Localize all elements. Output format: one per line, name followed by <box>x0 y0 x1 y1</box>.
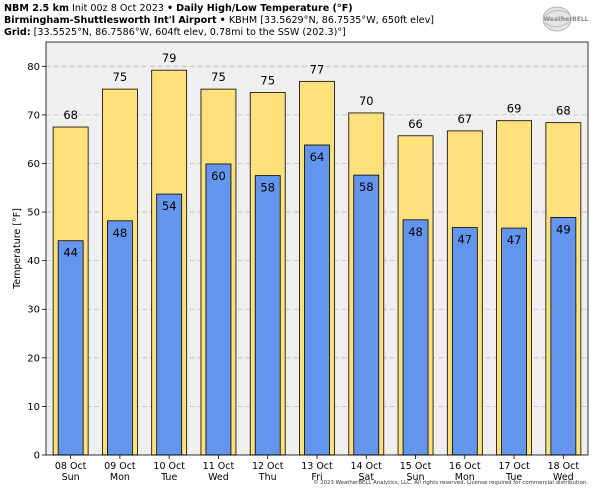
high-temp-label: 66 <box>408 117 423 131</box>
low-temp-bar <box>57 240 84 456</box>
low-temp-label: 49 <box>556 222 571 236</box>
x-tick-label-date: 14 Oct <box>350 461 382 472</box>
x-tick-label-date: 08 Oct <box>55 461 87 472</box>
low-temp-label: 44 <box>63 246 78 260</box>
y-tick-label: 0 <box>34 451 40 462</box>
low-temp-label: 47 <box>457 233 472 247</box>
y-tick-label: 40 <box>27 256 40 267</box>
logo-text: WeatherBELL <box>543 16 588 23</box>
x-tick-label-date: 16 Oct <box>449 461 481 472</box>
header-line-station: Birmingham-Shuttlesworth Int'l Airport •… <box>4 15 434 27</box>
x-tick-label-date: 10 Oct <box>153 461 185 472</box>
header-line-grid: Grid: [33.5525°N, 86.7586°W, 604ft elev,… <box>4 27 346 38</box>
y-tick-label: 10 <box>27 402 40 413</box>
low-temp-bar <box>550 217 577 456</box>
x-tick-label-date: 18 Oct <box>548 461 580 472</box>
x-tick-label-day: Sat <box>358 472 374 483</box>
x-tick-label-day: Mon <box>455 472 475 483</box>
x-tick-label-date: 17 Oct <box>498 461 530 472</box>
low-temp-label: 64 <box>310 150 325 164</box>
high-temp-label: 75 <box>211 70 226 84</box>
low-temp-bar <box>451 227 478 456</box>
low-temp-label: 48 <box>113 226 128 240</box>
model-name: NBM 2.5 km <box>4 3 69 14</box>
high-temp-label: 69 <box>507 102 522 116</box>
y-tick-label: 70 <box>27 110 40 121</box>
low-temp-bar <box>353 174 380 456</box>
y-tick-label: 30 <box>27 305 40 316</box>
grid-label: Grid <box>4 27 27 38</box>
station-name: Birmingham-Shuttlesworth Int'l Airport <box>4 15 217 26</box>
grid-info: [33.5525°N, 86.7586°W, 604ft elev, 0.78m… <box>33 27 346 38</box>
high-temp-label: 77 <box>310 62 325 76</box>
bullet-separator: • <box>219 15 226 26</box>
station-info: KBHM [33.5629°N, 86.7535°W, 650ft elev] <box>228 15 435 26</box>
low-temp-bar <box>254 175 281 456</box>
low-temp-bar <box>156 193 183 456</box>
y-tick-label: 20 <box>27 353 40 364</box>
bullet-separator: • <box>166 3 174 14</box>
x-tick-label-day: Thu <box>258 472 277 483</box>
y-tick-label: 80 <box>27 62 40 73</box>
x-tick-label-day: Wed <box>208 472 229 483</box>
high-temp-label: 79 <box>162 51 177 65</box>
low-temp-label: 60 <box>211 169 226 183</box>
high-temp-label: 70 <box>359 94 374 108</box>
x-tick-label-day: Tue <box>160 472 177 483</box>
x-tick-label-day: Mon <box>110 472 130 483</box>
low-temp-bar <box>107 220 133 456</box>
high-temp-label: 75 <box>113 70 128 84</box>
x-tick-label-day: Sun <box>407 472 425 483</box>
x-tick-label-date: 15 Oct <box>400 461 432 472</box>
x-tick-label-day: Tue <box>505 472 522 483</box>
low-temp-bar <box>304 144 330 456</box>
low-temp-label: 54 <box>162 199 177 213</box>
high-temp-label: 67 <box>457 112 472 126</box>
y-axis-label: Temperature [°F] <box>12 208 23 290</box>
high-temp-label: 75 <box>260 74 275 88</box>
low-temp-label: 47 <box>507 233 522 247</box>
low-temp-label: 48 <box>408 225 423 239</box>
high-temp-label: 68 <box>556 104 571 118</box>
bars-layer <box>52 69 582 456</box>
y-tick-label: 50 <box>27 208 40 219</box>
low-temp-bar <box>402 219 429 456</box>
header-line-model: NBM 2.5 km Init 00z 8 Oct 2023 • Daily H… <box>4 3 353 15</box>
low-temp-label: 58 <box>260 181 275 195</box>
x-tick-label-date: 12 Oct <box>252 461 284 472</box>
weatherbell-logo: WeatherBELL <box>542 6 589 32</box>
x-tick-label-date: 09 Oct <box>104 461 136 472</box>
low-temp-bar <box>205 163 232 456</box>
copyright-notice: © 2023 WeatherBELL Analytics, LLC. All r… <box>313 480 588 486</box>
low-temp-label: 58 <box>359 180 374 194</box>
high-temp-label: 68 <box>63 108 78 122</box>
x-tick-label-day: Fri <box>311 472 322 483</box>
low-temp-bar <box>501 227 527 456</box>
x-tick-label-date: 13 Oct <box>301 461 333 472</box>
product-title: Daily High/Low Temperature (°F) <box>176 3 353 14</box>
x-tick-label-date: 11 Oct <box>203 461 235 472</box>
x-tick-label-day: Sun <box>62 472 80 483</box>
init-time: Init 00z 8 Oct 2023 <box>72 3 164 14</box>
value-labels: 68 44 75 48 79 54 75 60 75 58 77 64 70 58 66 48 67 47 69 47… <box>63 51 570 260</box>
x-tick-label-day: Wed <box>553 472 574 483</box>
y-tick-label: 60 <box>27 159 40 170</box>
